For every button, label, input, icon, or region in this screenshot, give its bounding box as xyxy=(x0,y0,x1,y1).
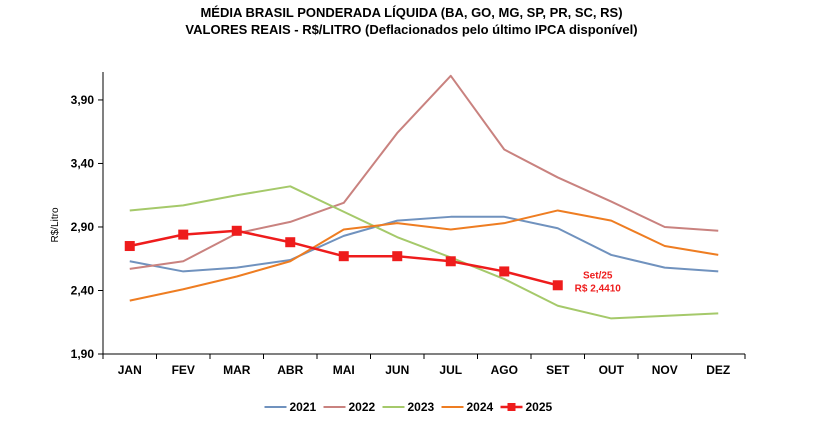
data-point-2025 xyxy=(285,237,296,248)
chart-title: MÉDIA BRASIL PONDERADA LÍQUIDA (BA, GO, … xyxy=(200,5,623,20)
legend-label: 2025 xyxy=(526,400,553,414)
x-tick-label: AGO xyxy=(491,363,518,377)
x-tick-label: OUT xyxy=(599,363,625,377)
legend-item-2023: 2023 xyxy=(382,400,435,414)
series-line-2022 xyxy=(129,74,719,270)
x-tick-label: JUL xyxy=(439,363,462,377)
y-tick-label: 1,90 xyxy=(71,347,95,361)
annotation-label: R$ 2,4410 xyxy=(575,283,622,294)
legend-item-2021: 2021 xyxy=(264,400,317,414)
series-line-2023 xyxy=(129,185,719,320)
x-tick-label: SET xyxy=(546,363,570,377)
y-tick-label: 3,40 xyxy=(71,156,95,170)
legend-item-2022: 2022 xyxy=(323,400,376,414)
legend-label: 2023 xyxy=(408,400,435,414)
x-tick-label: ABR xyxy=(277,363,303,377)
x-tick-label: MAR xyxy=(223,363,251,377)
legend-label: 2024 xyxy=(467,400,494,414)
data-point-2025 xyxy=(445,256,456,267)
data-point-2025 xyxy=(338,251,349,262)
y-tick-label: 2,40 xyxy=(71,283,95,297)
x-tick-label: NOV xyxy=(652,363,678,377)
y-tick-label: 3,90 xyxy=(71,93,95,107)
series-layer xyxy=(124,74,719,320)
x-tick-label: JAN xyxy=(118,363,142,377)
data-point-2025 xyxy=(499,266,510,277)
legend-item-2024: 2024 xyxy=(441,400,494,414)
legend-label: 2021 xyxy=(290,400,317,414)
y-axis-label: R$/Litro xyxy=(50,207,61,242)
x-tick-label: DEZ xyxy=(706,363,730,377)
series-2022 xyxy=(129,74,719,270)
chart-subtitle: VALORES REAIS - R$/LITRO (Deflacionados … xyxy=(185,22,638,37)
x-tick-label: FEV xyxy=(172,363,195,377)
series-2023 xyxy=(129,185,719,320)
series-line-2024 xyxy=(129,209,719,302)
annotation-layer: Set/25 R$ 2,4410 xyxy=(575,270,622,294)
data-point-2025 xyxy=(178,229,189,240)
legend: 2021 2022 2023 2024 2025 xyxy=(264,400,553,414)
annotation-label: Set/25 xyxy=(583,270,613,281)
data-point-2025 xyxy=(392,251,403,262)
axes: 1,90 2,40 2,90 3,40 3,90 JAN FEV MAR ABR MAI JUN JU… xyxy=(71,72,746,377)
data-point-2025 xyxy=(552,280,563,291)
data-point-2025 xyxy=(124,241,135,252)
series-2024 xyxy=(129,209,719,302)
series-line-2021 xyxy=(129,215,719,273)
legend-label: 2022 xyxy=(349,400,376,414)
series-2021 xyxy=(129,215,719,273)
y-tick-label: 2,90 xyxy=(71,220,95,234)
data-point-2025 xyxy=(231,225,242,236)
x-tick-label: MAI xyxy=(333,363,355,377)
x-tick-label: JUN xyxy=(385,363,409,377)
legend-marker xyxy=(507,403,516,411)
series-2025 xyxy=(124,225,563,291)
legend-item-2025: 2025 xyxy=(500,400,553,414)
chart-title-block: MÉDIA BRASIL PONDERADA LÍQUIDA (BA, GO, … xyxy=(0,4,823,38)
